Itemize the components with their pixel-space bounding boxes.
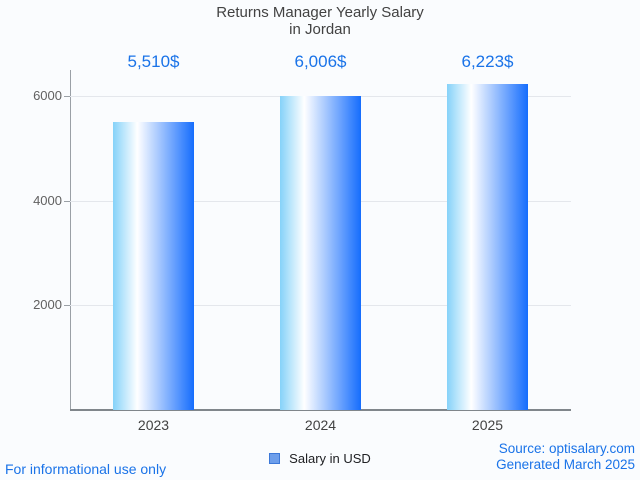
legend-label: Salary in USD bbox=[289, 451, 371, 466]
x-axis-line bbox=[70, 409, 571, 411]
bar-value-label: 5,510$ bbox=[127, 52, 180, 71]
y-axis-tick bbox=[64, 305, 70, 306]
legend-marker-icon bbox=[269, 453, 281, 464]
y-axis-line bbox=[70, 70, 71, 410]
chart-title-line1: Returns Manager Yearly Salary bbox=[216, 4, 424, 21]
y-axis-tick bbox=[64, 96, 70, 97]
bar-value-label: 6,223$ bbox=[461, 52, 514, 71]
salary-bar[interactable] bbox=[280, 96, 361, 410]
y-axis-label: 2000 bbox=[33, 297, 62, 312]
x-axis-label: 2023 bbox=[137, 417, 170, 433]
salary-bar[interactable] bbox=[113, 122, 194, 410]
y-axis-label: 6000 bbox=[33, 88, 62, 103]
chart-title-line2: in Jordan bbox=[289, 21, 351, 38]
chart-title: Returns Manager Yearly Salary in Jordan bbox=[0, 4, 640, 38]
chart-legend: Salary in USD bbox=[0, 451, 640, 466]
x-axis-label: 2024 bbox=[304, 417, 337, 433]
salary-bar[interactable] bbox=[447, 84, 528, 410]
y-axis-tick bbox=[64, 201, 70, 202]
source-text: Source: optisalary.com bbox=[498, 441, 635, 456]
bar-value-label: 6,006$ bbox=[294, 52, 347, 71]
generated-text: Generated March 2025 bbox=[496, 457, 635, 472]
x-axis-label: 2025 bbox=[471, 417, 504, 433]
disclaimer-text: For informational use only bbox=[5, 461, 167, 477]
y-axis-label: 4000 bbox=[33, 193, 62, 208]
source-block: Source: optisalary.com Generated March 2… bbox=[496, 441, 635, 473]
